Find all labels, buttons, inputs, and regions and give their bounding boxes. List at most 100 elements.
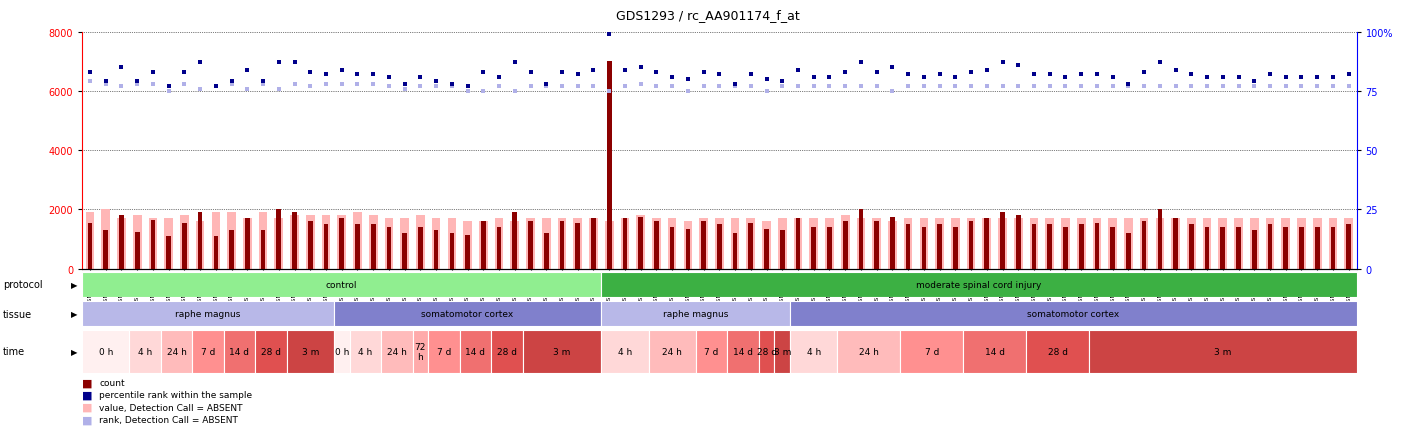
Bar [775,330,790,373]
Bar [728,330,759,373]
Bar [749,223,753,269]
Bar [166,237,171,269]
Bar [164,219,173,269]
Bar [292,213,297,269]
Bar [463,222,472,269]
Bar [1140,219,1148,269]
Bar [777,219,787,269]
Bar [527,219,535,269]
Bar [381,330,412,373]
Text: 14 d: 14 d [733,347,753,356]
Bar [1328,219,1337,269]
Bar [794,219,803,269]
Text: 7 d: 7 d [925,347,939,356]
Bar [353,213,362,269]
Bar [401,219,409,269]
Bar [1283,228,1289,269]
Bar [1236,228,1240,269]
Bar [82,272,602,297]
Bar [901,330,963,373]
Bar [1347,225,1351,269]
Text: somatomotor cortex: somatomotor cortex [1027,309,1120,318]
Bar [573,219,582,269]
Bar [826,219,834,269]
Bar [334,330,350,373]
Bar [161,330,193,373]
Text: protocol: protocol [3,280,42,289]
Bar [1045,219,1054,269]
Bar [602,330,649,373]
Text: ■: ■ [82,378,92,388]
Bar [684,222,692,269]
Bar [716,225,722,269]
Bar [198,213,202,269]
Text: 7 d: 7 d [436,347,452,356]
Bar [290,216,299,269]
Bar [150,220,156,269]
Bar [558,219,566,269]
Text: ■: ■ [82,390,92,400]
Bar [542,219,551,269]
Bar [334,301,602,326]
Bar [1189,225,1194,269]
Bar [575,223,581,269]
Bar [466,235,470,269]
Bar [1093,219,1102,269]
Bar [919,219,929,269]
Bar [479,222,487,269]
Bar [428,330,460,373]
Bar [837,330,901,373]
Bar [967,219,976,269]
Bar [906,225,910,269]
Text: 3 m: 3 m [554,347,571,356]
Bar [416,216,425,269]
Bar [1079,225,1083,269]
Text: 3 m: 3 m [773,347,792,356]
Bar [903,219,912,269]
Bar [387,228,391,269]
Bar [983,219,991,269]
Bar [227,213,236,269]
Bar [874,222,879,269]
Bar [180,216,188,269]
Bar [255,330,286,373]
Bar [872,219,881,269]
Bar [214,237,218,269]
Bar [731,219,739,269]
Bar [85,213,95,269]
Bar [790,330,837,373]
Bar [102,210,110,269]
Text: ▶: ▶ [71,309,78,318]
Bar [639,217,643,269]
Bar [513,213,517,269]
Bar [589,219,598,269]
Bar [935,219,944,269]
Bar [276,210,282,269]
Bar [183,223,187,269]
Bar [732,233,738,269]
Bar [355,225,360,269]
Text: rank, Detection Call = ABSENT: rank, Detection Call = ABSENT [99,415,238,424]
Text: 24 h: 24 h [663,347,683,356]
Bar [790,301,1357,326]
Bar [1235,219,1243,269]
Bar [321,216,330,269]
Bar [765,229,769,269]
Bar [1109,219,1117,269]
Bar [449,233,455,269]
Bar [118,219,126,269]
Bar [432,219,440,269]
Text: 4 h: 4 h [617,347,632,356]
Bar [129,330,161,373]
Bar [340,219,344,269]
Bar [1205,228,1209,269]
Bar [1089,330,1357,373]
Bar [350,330,381,373]
Bar [858,210,864,269]
Bar [1313,219,1321,269]
Bar [1252,230,1256,269]
Bar [759,330,775,373]
Bar [544,233,548,269]
Bar [700,219,708,269]
Bar [1174,219,1178,269]
